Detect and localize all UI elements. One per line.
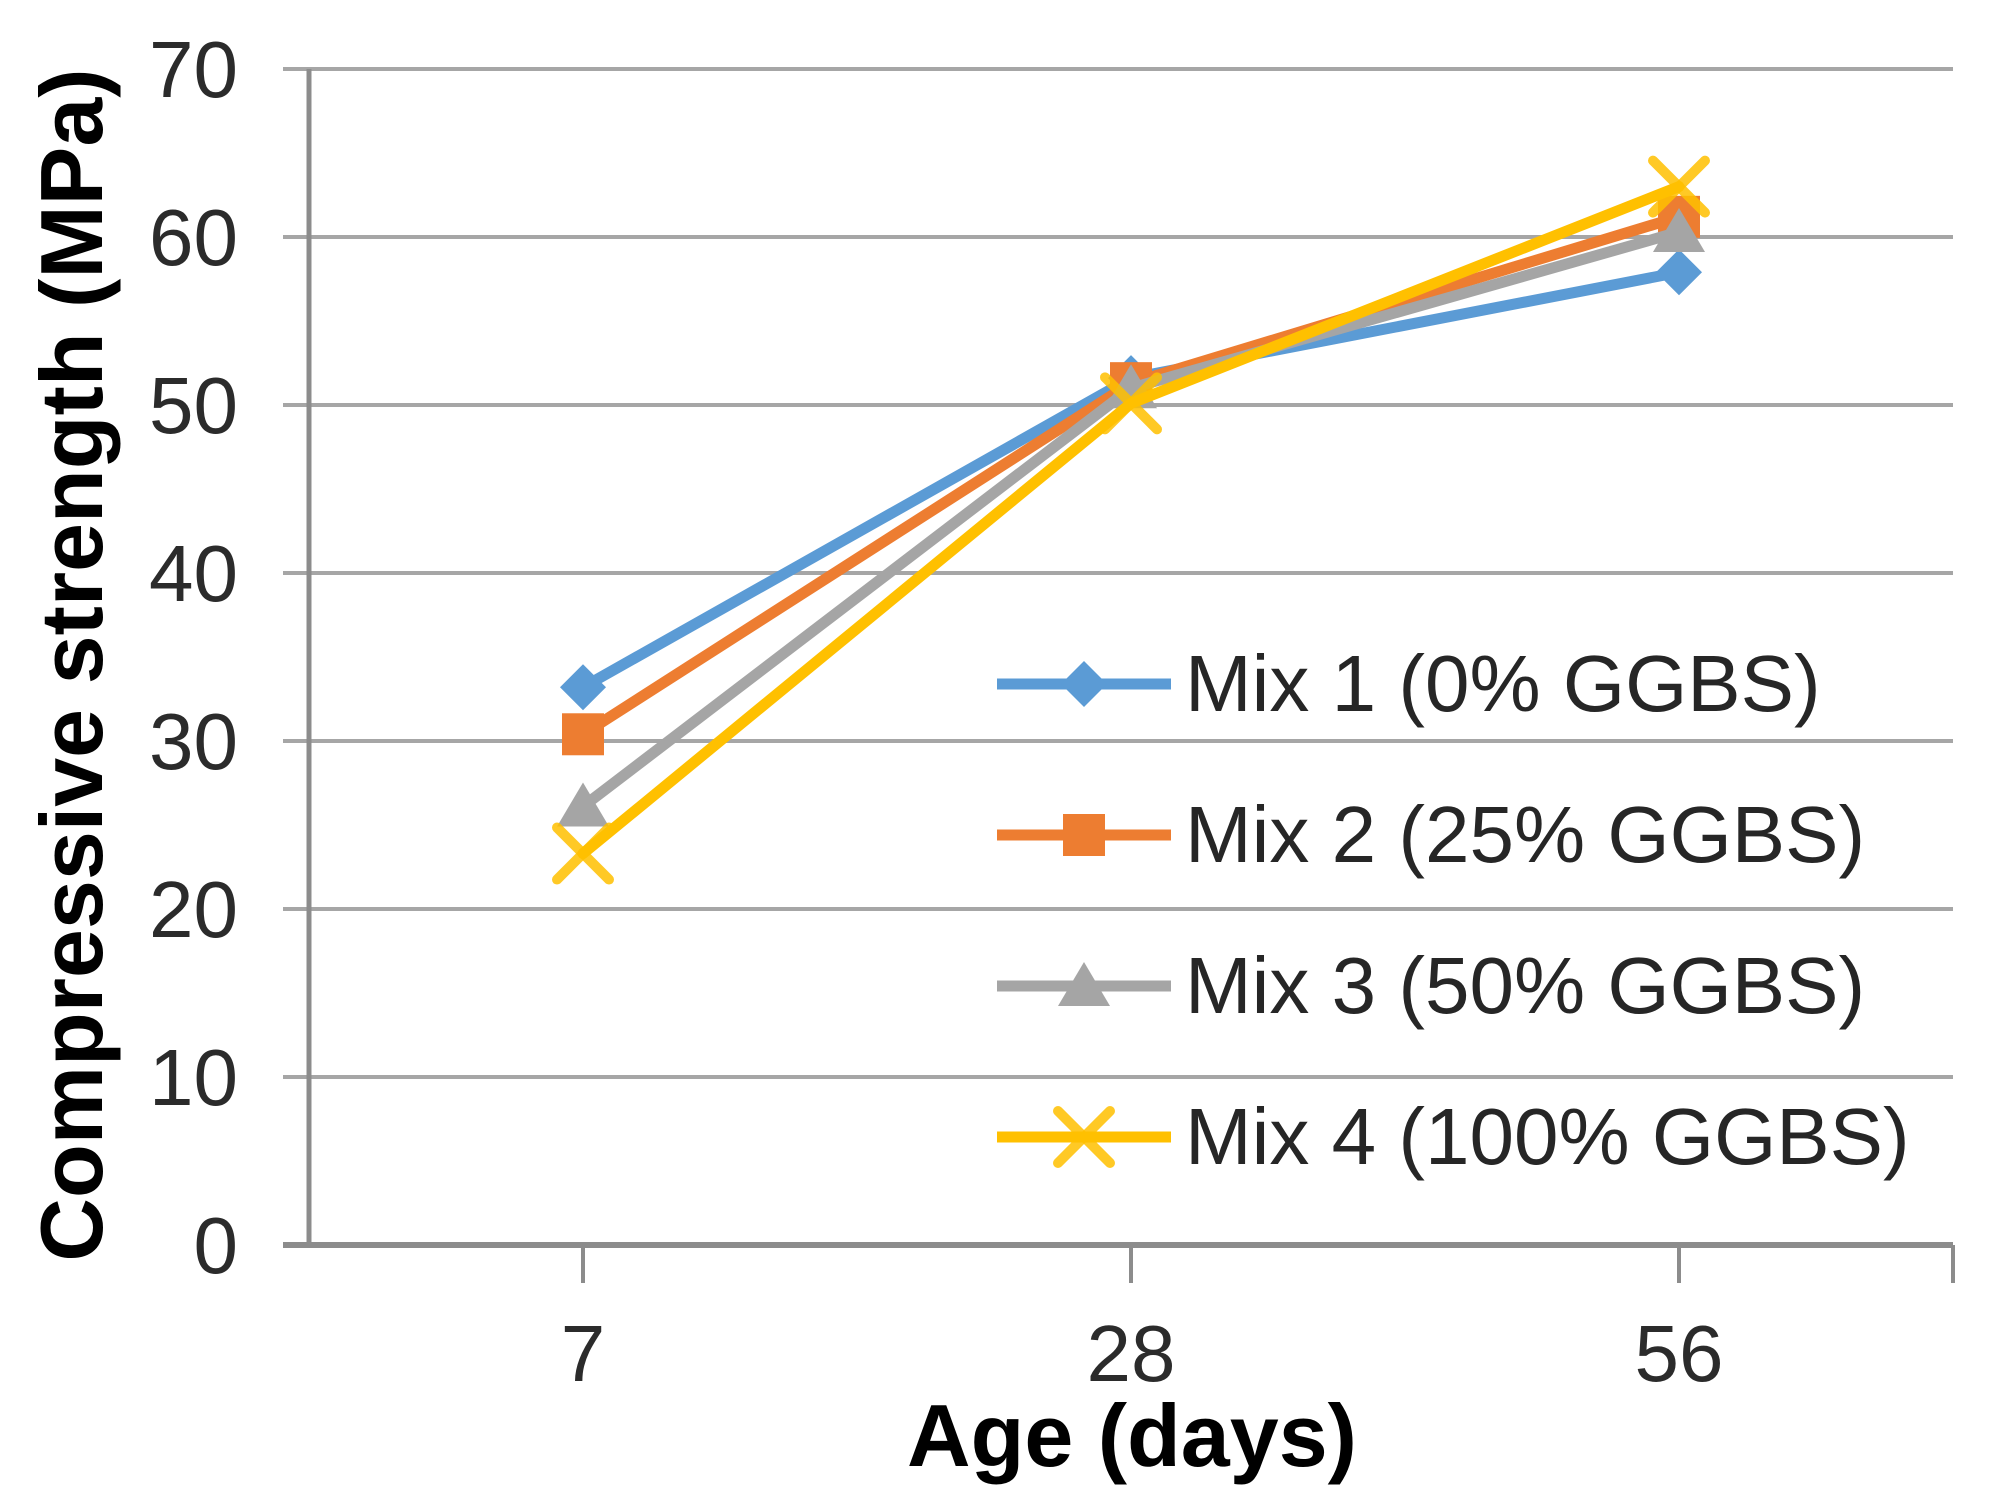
y-tick-label-60: 60: [149, 193, 238, 282]
legend-marker-diamond-icon: [997, 661, 1171, 707]
marker-x: [1053, 1106, 1115, 1168]
legend-marker-x-icon: [997, 1106, 1171, 1168]
marker-triangle: [1058, 962, 1110, 1006]
legend-marker-triangle-icon: [997, 962, 1171, 1006]
y-tick-label-20: 20: [149, 865, 238, 954]
marker-triangle: [1653, 207, 1705, 252]
legend-label: Mix 4 (100% GGBS): [1185, 1092, 1910, 1181]
series-line: [577, 181, 1685, 860]
y-tick-label-0: 0: [194, 1201, 239, 1290]
marker-x: [1100, 372, 1162, 435]
y-tick-label-30: 30: [149, 697, 238, 786]
y-tick-label-10: 10: [149, 1033, 238, 1122]
marker-diamond: [1656, 249, 1702, 296]
legend-item-mix2: Mix 2 (25% GGBS): [997, 790, 1865, 880]
legend-label: Mix 3 (50% GGBS): [1185, 941, 1866, 1030]
legend-label: Mix 1 (0% GGBS): [1185, 639, 1821, 728]
marker-diamond: [560, 664, 606, 711]
legend-item-mix3: Mix 3 (50% GGBS): [997, 941, 1865, 1031]
marker-triangle: [557, 782, 609, 827]
x-axis-title: Age (days): [907, 1386, 1357, 1485]
x-tick-label-56: 56: [1635, 1309, 1724, 1398]
legend-label: Mix 2 (25% GGBS): [1185, 790, 1866, 879]
y-tick-label-40: 40: [149, 529, 238, 618]
marker-x: [1648, 155, 1710, 218]
legend-marker-square-icon: [997, 814, 1171, 856]
x-tick-label-28: 28: [1087, 1309, 1176, 1398]
y-axis-title: Compressive strength (MPa): [22, 68, 121, 1262]
marker-square: [562, 713, 604, 756]
x-tick-label-7: 7: [561, 1309, 606, 1398]
marker-x: [552, 822, 614, 885]
legend-item-mix1: Mix 1 (0% GGBS): [997, 639, 1821, 729]
legend-item-mix4: Mix 4 (100% GGBS): [997, 1092, 1910, 1182]
y-tick-label-70: 70: [149, 25, 238, 114]
marker-diamond: [1061, 661, 1107, 707]
marker-square: [1063, 814, 1105, 856]
series-4: [552, 155, 1710, 885]
y-tick-label-50: 50: [149, 361, 238, 450]
